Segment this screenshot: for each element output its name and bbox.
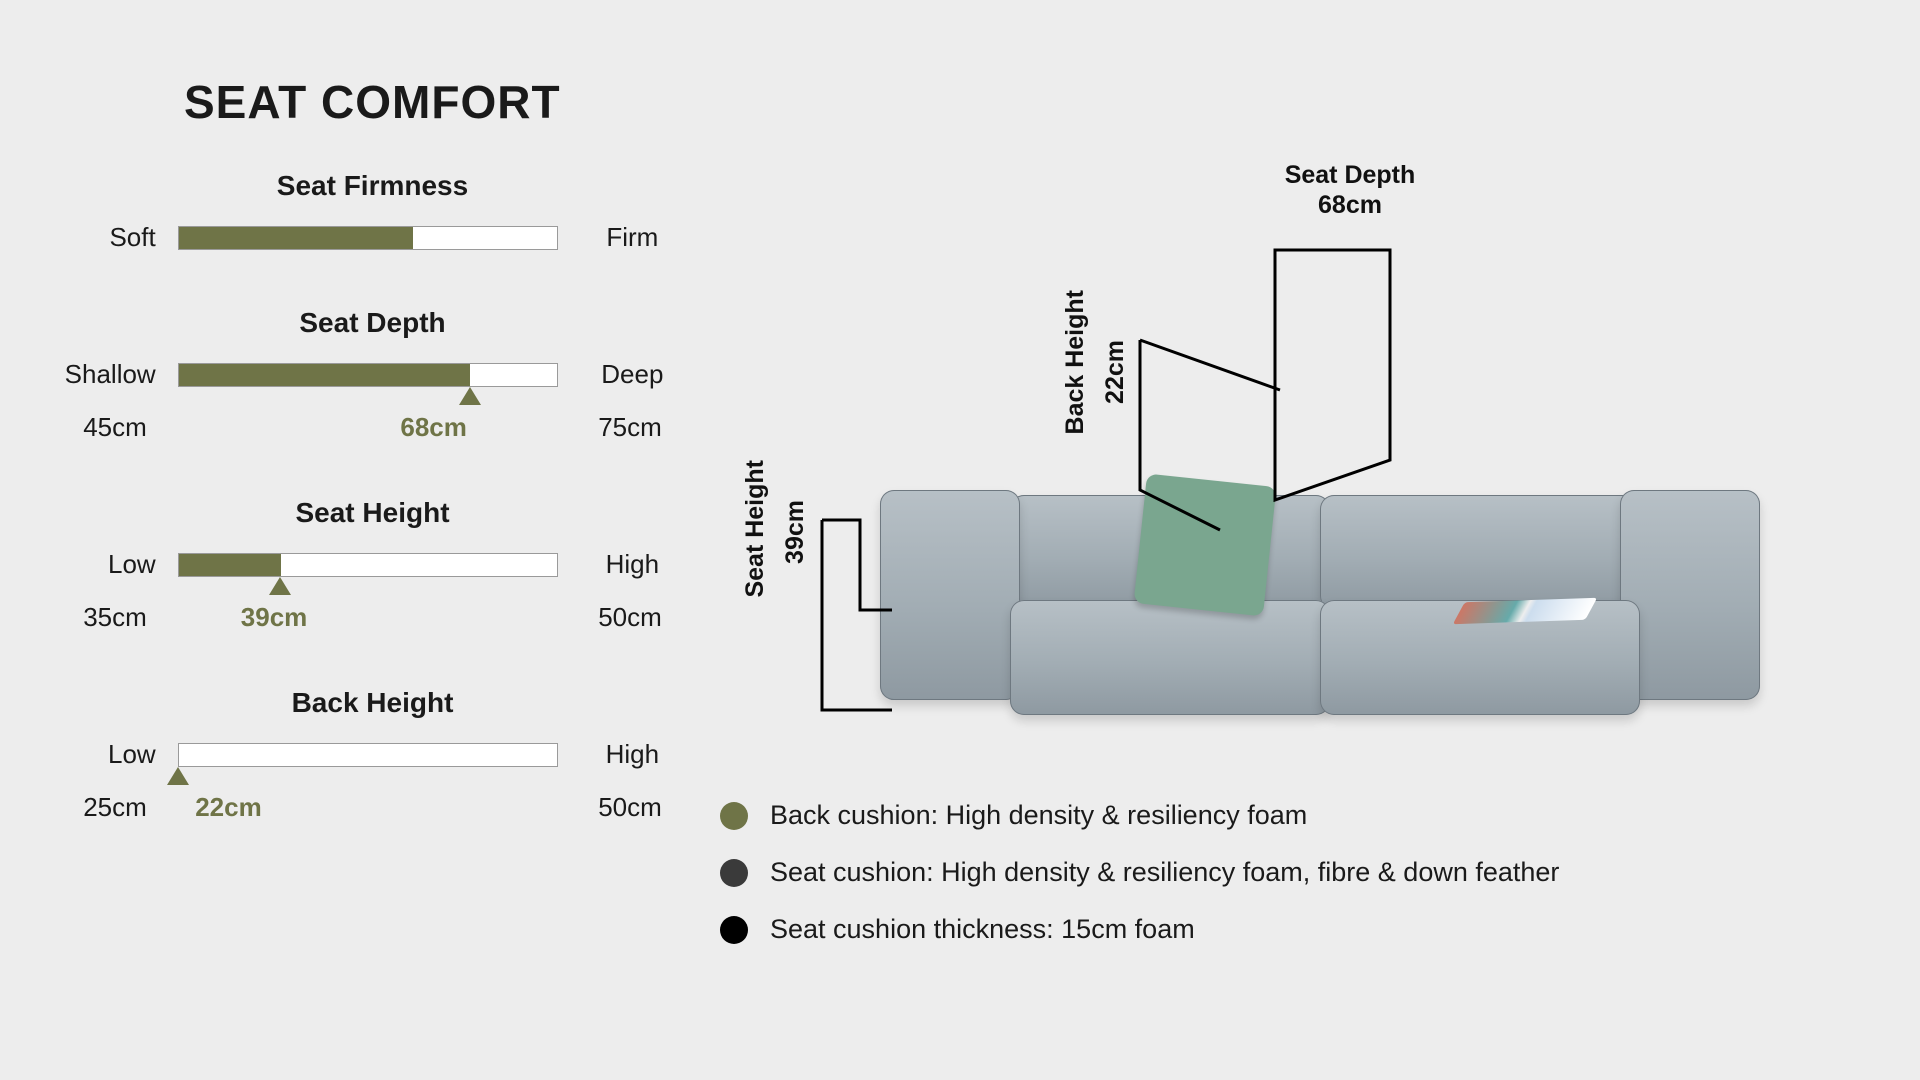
sofa-arm-right	[1620, 490, 1760, 700]
label-seat-height-value: 39cm	[780, 500, 810, 564]
label-back-height: Back Height	[1060, 290, 1090, 434]
gauge-max: 75cm	[575, 412, 685, 443]
sofa-illustration	[880, 450, 1760, 730]
gauges-column: Seat Firmness Soft Firm Seat Depth Shall…	[60, 170, 685, 823]
gauge-max: 50cm	[575, 602, 685, 633]
label-value: 68cm	[1318, 191, 1382, 219]
label-seat-depth: Seat Depth 68cm	[1250, 160, 1450, 220]
gauge-value: 39cm	[241, 602, 308, 633]
legend-item: Seat cushion thickness: 15cm foam	[720, 914, 1559, 945]
gauge-title: Seat Height	[60, 497, 685, 529]
legend-dot-icon	[720, 802, 748, 830]
label-value: 22cm	[1101, 340, 1129, 404]
sofa-arm-left	[880, 490, 1020, 700]
gauge-fill	[179, 364, 470, 386]
gauge-title: Seat Firmness	[60, 170, 685, 202]
gauge-marker-icon	[459, 387, 481, 405]
label-text: Back Height	[1061, 290, 1089, 434]
gauge-right-label: High	[580, 549, 685, 580]
gauge-max: 50cm	[575, 792, 685, 823]
page: SEAT COMFORT Seat Firmness Soft Firm Sea…	[0, 0, 1920, 1080]
label-seat-height: Seat Height	[740, 460, 770, 598]
legend-text: Seat cushion: High density & resiliency …	[770, 857, 1559, 888]
sofa-seat-left	[1010, 600, 1330, 715]
gauge-fill	[179, 227, 413, 249]
gauge-bar	[178, 743, 558, 767]
legend-dot-icon	[720, 859, 748, 887]
legend: Back cushion: High density & resiliency …	[720, 800, 1559, 971]
page-title: SEAT COMFORT	[184, 75, 1860, 129]
gauge-right-label: Firm	[580, 222, 685, 253]
label-value: 39cm	[781, 500, 809, 564]
legend-dot-icon	[720, 916, 748, 944]
gauge-depth: Seat Depth Shallow Deep 45cm 68cm 75cm	[60, 307, 685, 443]
gauge-right-label: High	[580, 739, 685, 770]
gauge-value: 68cm	[400, 412, 467, 443]
legend-text: Seat cushion thickness: 15cm foam	[770, 914, 1195, 945]
gauge-ticks: 25cm 22cm 50cm	[60, 792, 685, 823]
legend-item: Back cushion: High density & resiliency …	[720, 800, 1559, 831]
gauge-bar	[178, 363, 558, 387]
legend-item: Seat cushion: High density & resiliency …	[720, 857, 1559, 888]
gauge-bar	[178, 226, 558, 250]
gauge-title: Seat Depth	[60, 307, 685, 339]
gauge-marker-icon	[167, 767, 189, 785]
gauge-min: 35cm	[60, 602, 170, 633]
gauge-left-label: Low	[60, 549, 156, 580]
gauge-ticks: 35cm 39cm 50cm	[60, 602, 685, 633]
gauge-left-label: Low	[60, 739, 156, 770]
gauge-fill	[179, 554, 281, 576]
gauge-min: 45cm	[60, 412, 170, 443]
gauge-left-label: Soft	[60, 222, 156, 253]
gauge-value: 22cm	[195, 792, 262, 823]
sofa-diagram: Seat Height 39cm Back Height 22cm Seat D…	[720, 150, 1840, 770]
gauge-marker-icon	[269, 577, 291, 595]
label-text: Seat Height	[741, 460, 769, 598]
gauge-left-label: Shallow	[60, 359, 156, 390]
gauge-right-label: Deep	[580, 359, 685, 390]
gauge-bar	[178, 553, 558, 577]
gauge-min: 25cm	[60, 792, 170, 823]
gauge-title: Back Height	[60, 687, 685, 719]
sofa-pillow	[1134, 474, 1277, 617]
gauge-back-height: Back Height Low High 25cm 22cm 50cm	[60, 687, 685, 823]
label-text: Seat Depth	[1285, 161, 1416, 189]
label-back-height-value: 22cm	[1100, 340, 1130, 404]
gauge-ticks: 45cm 68cm 75cm	[60, 412, 685, 443]
gauge-seat-height: Seat Height Low High 35cm 39cm 50cm	[60, 497, 685, 633]
legend-text: Back cushion: High density & resiliency …	[770, 800, 1307, 831]
gauge-firmness: Seat Firmness Soft Firm	[60, 170, 685, 253]
sofa-back-right	[1320, 495, 1640, 610]
